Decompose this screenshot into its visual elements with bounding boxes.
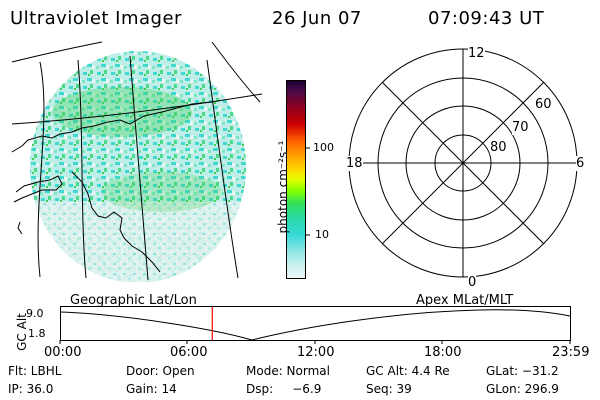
xtick-2: 12:00 bbox=[297, 345, 335, 360]
info-gc-alt: GC Alt: 4.4 Re bbox=[366, 364, 450, 378]
color-tick-10: 10 bbox=[315, 228, 329, 241]
orbit-ymax-label: 9.0 bbox=[26, 307, 44, 320]
info-glat: GLat: −31.2 bbox=[486, 364, 559, 378]
uv-emission-disk bbox=[30, 51, 246, 282]
mlat-label-80: 80 bbox=[490, 140, 507, 155]
altitude-curve bbox=[59, 309, 571, 341]
orbit-altitude-plot bbox=[59, 306, 571, 344]
xtick-3: 18:00 bbox=[424, 345, 462, 360]
info-mode: Mode: Normal bbox=[246, 364, 330, 378]
info-gain: Gain: 14 bbox=[126, 382, 177, 396]
color-scale-ticks bbox=[305, 147, 310, 236]
info-filter: Flt: LBHL bbox=[8, 364, 62, 378]
info-ip: IP: 36.0 bbox=[8, 382, 54, 396]
polar-mlat-mlt-plot bbox=[348, 48, 578, 278]
coastline bbox=[11, 101, 213, 273]
xtick-4: 23:59 bbox=[552, 345, 590, 360]
geographic-grid bbox=[11, 41, 263, 281]
orbit-plot-frame bbox=[60, 306, 571, 341]
info-dsp: Dsp: −6.9 bbox=[246, 382, 322, 396]
uv-image-panel bbox=[11, 41, 263, 282]
orbit-ymin-label: 1.8 bbox=[28, 327, 46, 340]
apex-caption: Apex MLat/MLT bbox=[416, 293, 514, 308]
color-tick-100: 100 bbox=[313, 141, 334, 154]
info-seq: Seq: 39 bbox=[366, 382, 412, 396]
mlt-label-6: 6 bbox=[576, 156, 585, 171]
instrument-title: Ultraviolet Imager bbox=[10, 8, 182, 29]
mlt-label-12: 12 bbox=[468, 46, 485, 61]
xtick-1: 06:00 bbox=[170, 345, 208, 360]
mlt-label-0: 0 bbox=[468, 275, 477, 290]
mlat-label-60: 60 bbox=[535, 97, 552, 112]
color-scale-unit: photon cm⁻²s⁻¹ bbox=[276, 140, 290, 234]
color-scale-bar bbox=[286, 80, 306, 279]
geographic-caption: Geographic Lat/Lon bbox=[70, 293, 197, 308]
mlt-label-18: 18 bbox=[346, 156, 363, 171]
info-glon: GLon: 296.9 bbox=[486, 382, 559, 396]
mlat-label-70: 70 bbox=[512, 120, 529, 135]
time-label: 07:09:43 UT bbox=[428, 8, 545, 29]
mlt-diagonal-2 bbox=[381, 81, 545, 245]
xtick-0: 00:00 bbox=[44, 345, 82, 360]
date-label: 26 Jun 07 bbox=[272, 8, 362, 29]
info-door: Door: Open bbox=[126, 364, 195, 378]
